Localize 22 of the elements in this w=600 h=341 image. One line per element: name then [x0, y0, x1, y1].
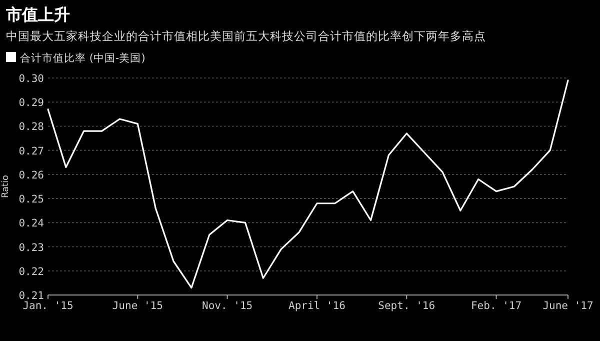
- y-axis-title: Ratio: [1, 174, 11, 198]
- x-tick-label: June '17: [542, 300, 594, 312]
- y-tick-label: 0.25: [18, 194, 44, 206]
- x-tick-label: Sept. '16: [378, 300, 436, 312]
- legend-label: 合计市值比率 (中国-美国): [20, 52, 146, 64]
- y-tick-label: 0.29: [18, 97, 44, 110]
- x-tick-label: Feb. '17: [470, 300, 522, 312]
- y-tick-label: 0.27: [18, 145, 44, 158]
- x-tick-label: April '16: [288, 300, 346, 312]
- y-tick-label: 0.23: [18, 242, 44, 254]
- line-series: [47, 80, 569, 289]
- chart-title: 市值上升: [5, 5, 70, 24]
- y-tick-label: 0.22: [18, 266, 44, 278]
- x-tick-label: June '15: [112, 300, 163, 312]
- y-tick-label: 0.21: [18, 290, 44, 302]
- x-tick-label: Jan. '15: [22, 300, 74, 312]
- y-tick-label: 0.24: [18, 218, 44, 230]
- y-tick-label: 0.30: [18, 73, 44, 85]
- chart-subtitle: 中国最大五家科技企业的合计市值相比美国前五大科技公司合计市值的比率创下两年多高点: [6, 29, 486, 43]
- x-tick-label: Nov. '15: [202, 300, 253, 312]
- y-tick-label: 0.26: [18, 169, 44, 182]
- y-tick-label: 0.28: [18, 121, 44, 134]
